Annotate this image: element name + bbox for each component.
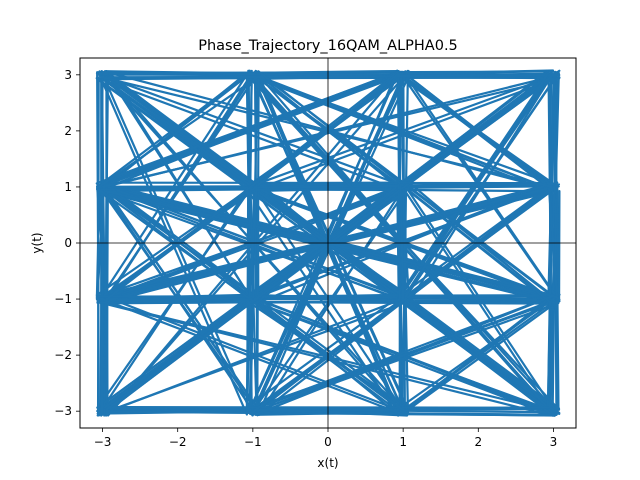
trajectory-segment [102,300,106,417]
trajectory-segment [253,181,559,300]
y-axis-ticks: −3 −2 −1 0 1 2 3 [54,68,80,418]
trajectory-segment [556,188,560,301]
y-tick-label: −2 [54,348,72,362]
trajectory-segment [105,72,253,302]
x-axis-ticks: −3 −2 −1 0 1 2 3 [94,428,558,449]
trajectory-segment [400,296,552,415]
trajectory-segment [249,72,400,193]
trajectory-segment [252,76,556,192]
y-tick-label: 3 [64,68,72,82]
trajectory-segment [553,71,559,415]
trajectory-segment [256,70,260,409]
y-tick-label: −3 [54,404,72,418]
trajectory-segment [254,294,555,416]
y-tick-label: 2 [64,124,72,138]
trajectory-segment [97,188,407,413]
trajectory-segment [106,185,259,305]
trajectory-segment [396,188,400,302]
trajectory-segment [404,71,550,298]
trajectory-segment [99,297,258,302]
trajectory-segment [399,74,409,409]
x-tick-label: 1 [399,435,407,449]
trajectory-segment [547,183,559,301]
y-tick-label: 1 [64,180,72,194]
x-tick-label: −1 [244,435,262,449]
trajectory-segment [396,293,561,411]
trajectory-segment [99,297,401,415]
trajectory-segment [253,69,400,74]
chart-title: Phase_Trajectory_16QAM_ALPHA0.5 [198,38,458,54]
trajectory-segment [406,76,561,303]
trajectory-segment [106,405,551,409]
y-tick-label: 0 [64,236,72,250]
trajectory-segment [252,408,403,415]
trajectory-segment [97,75,260,189]
trajectory-segment [248,183,258,299]
trajectory-segment [97,298,256,304]
x-tick-label: 0 [324,435,332,449]
x-tick-label: −3 [94,435,112,449]
x-tick-label: 2 [474,435,482,449]
trajectory-segment [407,295,553,410]
trajectory-segment [548,69,552,415]
plot-area [79,57,577,429]
trajectory-segment [103,76,110,415]
x-tick-label: 3 [550,435,558,449]
y-tick-label: −1 [54,292,72,306]
trajectory-segment [250,294,400,416]
trajectory-segment [105,73,559,80]
trajectory-segment [249,189,553,416]
y-axis-label: y(t) [30,232,44,253]
x-axis-label: x(t) [317,456,338,470]
trajectory-segment [105,71,399,301]
x-tick-label: −2 [169,435,187,449]
trajectory-segment [399,183,405,300]
trajectory-segment [406,184,556,305]
trajectory-segment [99,301,406,415]
trajectory-segment [106,70,251,298]
trajectory-segment [100,181,258,409]
trajectory-segment [102,70,406,186]
trajectory-segment [97,294,555,298]
